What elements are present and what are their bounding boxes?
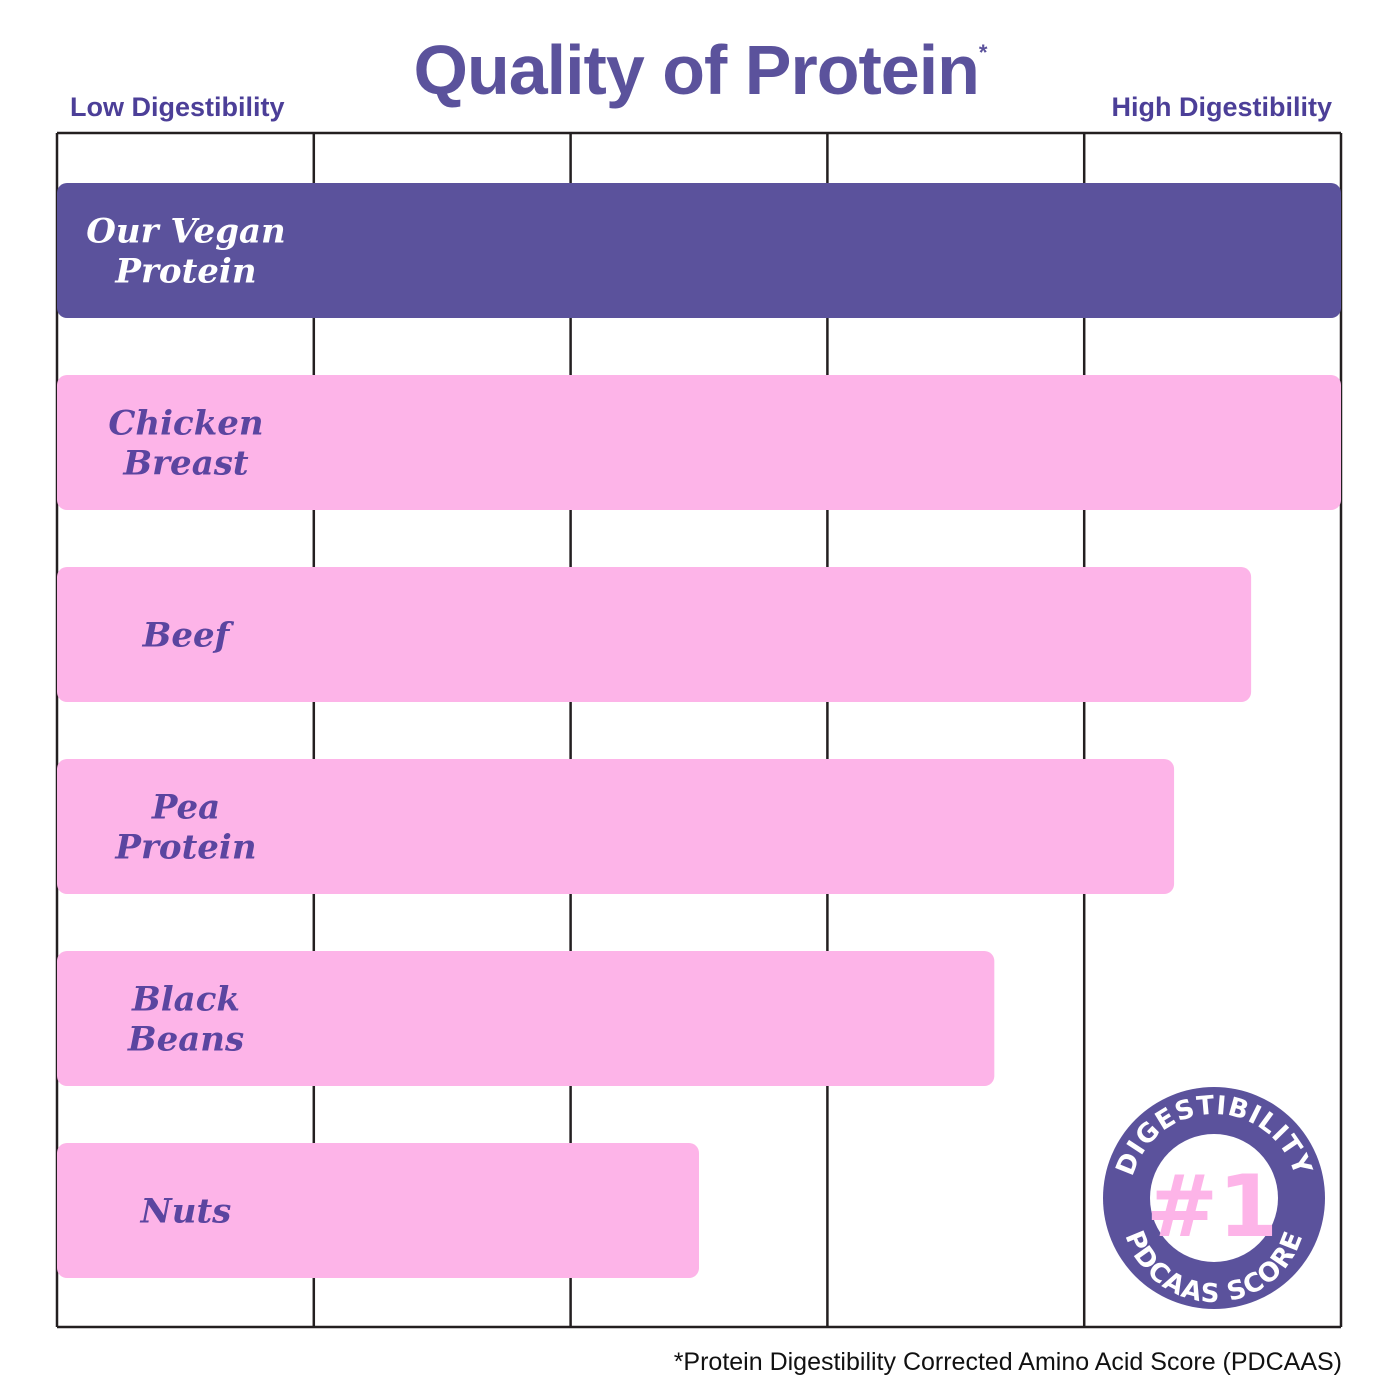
- low-digestibility-label: Low Digestibility: [70, 92, 285, 122]
- bar-chicken-breast: [57, 375, 1341, 510]
- bar-label-line: Pea: [151, 788, 220, 828]
- bar-nuts: [57, 1143, 699, 1278]
- pdcaas-badge: DIGESTIBILITY PDCAAS SCORE #1: [1103, 1087, 1325, 1309]
- bar-label-line: Nuts: [140, 1192, 232, 1232]
- bar-label: Chicken Breast: [108, 404, 263, 484]
- high-digestibility-label: High Digestibility: [1111, 92, 1332, 122]
- bar-label-line: Beef: [142, 616, 235, 656]
- badge-number: #1: [1146, 1157, 1278, 1257]
- chart-title: Quality of Protein*: [0, 30, 1400, 110]
- bar-label: Our Vegan Protein: [86, 212, 286, 292]
- bar-our-vegan-protein: [57, 183, 1341, 318]
- bar-label-line: Beans: [127, 1020, 244, 1060]
- bar-label: Black Beans: [127, 980, 244, 1060]
- footnote: *Protein Digestibility Corrected Amino A…: [673, 1348, 1342, 1376]
- bar-label-line: Protein: [114, 252, 256, 292]
- title-asterisk: *: [978, 40, 988, 65]
- title-text: Quality of Protein: [413, 31, 980, 109]
- bar-label-line: Our Vegan: [86, 212, 286, 252]
- badge-center: [1150, 1134, 1278, 1262]
- bar-label: Nuts: [140, 1192, 232, 1232]
- bar-beef: [57, 567, 1252, 702]
- bar-label-line: Black: [131, 980, 240, 1020]
- bar-black-beans: [57, 951, 995, 1086]
- bar-label-line: Protein: [114, 828, 256, 868]
- bar-label-line: Chicken: [108, 404, 263, 444]
- bar-label-line: Breast: [122, 444, 248, 484]
- bar-pea-protein: [57, 759, 1175, 894]
- bar-label: Beef: [142, 616, 235, 656]
- bar-label: Pea Protein: [114, 788, 256, 868]
